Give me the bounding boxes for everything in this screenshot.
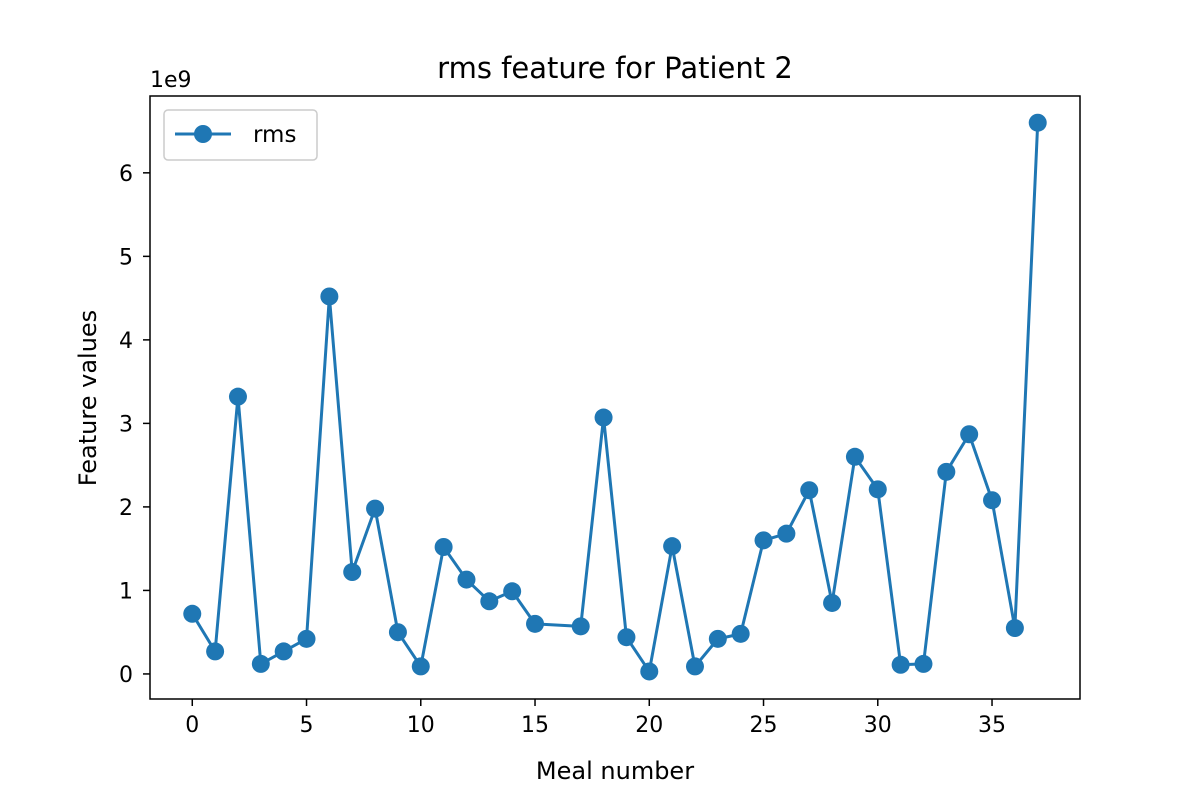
data-point — [1028, 113, 1047, 132]
data-point — [366, 499, 385, 518]
data-point — [708, 629, 727, 648]
data-point — [685, 657, 704, 676]
y-tick-label: 5 — [119, 245, 133, 270]
y-tick-label: 2 — [119, 496, 133, 521]
data-point — [411, 657, 430, 676]
data-point — [343, 563, 362, 582]
data-point — [891, 655, 910, 674]
data-point — [640, 662, 659, 681]
x-tick-label: 15 — [521, 713, 549, 738]
data-point — [434, 538, 453, 556]
data-point — [960, 425, 979, 444]
x-tick-label: 30 — [864, 713, 892, 738]
data-point — [251, 654, 270, 673]
data-point — [845, 447, 864, 466]
y-axis-label: Feature values — [74, 310, 102, 486]
data-point — [1005, 619, 1024, 638]
data-point — [617, 628, 636, 647]
chart-title: rms feature for Patient 2 — [437, 51, 793, 85]
data-point — [480, 592, 499, 611]
x-axis-ticks: 0 5 10 15 20 25 30 35 — [185, 699, 1006, 738]
x-axis-label: Meal number — [536, 757, 694, 785]
data-point — [183, 604, 202, 623]
data-point — [457, 570, 476, 589]
y-tick-label: 3 — [119, 412, 133, 437]
data-point — [983, 491, 1002, 510]
y-tick-label: 1 — [119, 579, 133, 604]
data-point — [206, 642, 225, 661]
series-layer — [183, 113, 1047, 681]
legend: rms — [163, 109, 318, 161]
data-point — [503, 582, 522, 601]
data-point — [526, 614, 545, 633]
axes-frame — [149, 95, 1081, 700]
x-tick-label: 35 — [978, 713, 1006, 738]
legend-marker-swatch — [194, 125, 212, 143]
legend-box — [163, 109, 318, 161]
y-tick-label: 6 — [119, 162, 133, 187]
y-tick-label: 0 — [119, 663, 133, 688]
data-point — [320, 287, 339, 306]
x-tick-label: 20 — [635, 713, 663, 738]
data-point — [868, 480, 887, 499]
data-point — [937, 462, 956, 481]
data-point — [914, 654, 933, 673]
legend-label-rms: rms — [253, 122, 296, 148]
data-point — [228, 387, 247, 406]
data-point — [731, 624, 750, 643]
y-offset-label: 1e9 — [150, 68, 192, 93]
data-point — [823, 593, 842, 612]
x-tick-label: 25 — [750, 713, 778, 738]
y-tick-label: 4 — [119, 329, 133, 354]
x-tick-label: 0 — [185, 713, 199, 738]
data-point — [800, 481, 819, 500]
data-point — [754, 531, 773, 550]
data-point — [274, 642, 293, 661]
data-point — [571, 617, 590, 636]
x-tick-label: 5 — [300, 713, 314, 738]
data-point — [777, 524, 796, 543]
data-point — [594, 408, 613, 427]
y-axis-ticks: 0 1 2 3 4 5 6 — [119, 162, 150, 688]
x-tick-label: 10 — [407, 713, 435, 738]
data-point — [388, 623, 407, 642]
data-point — [297, 629, 316, 648]
data-point — [663, 537, 682, 556]
